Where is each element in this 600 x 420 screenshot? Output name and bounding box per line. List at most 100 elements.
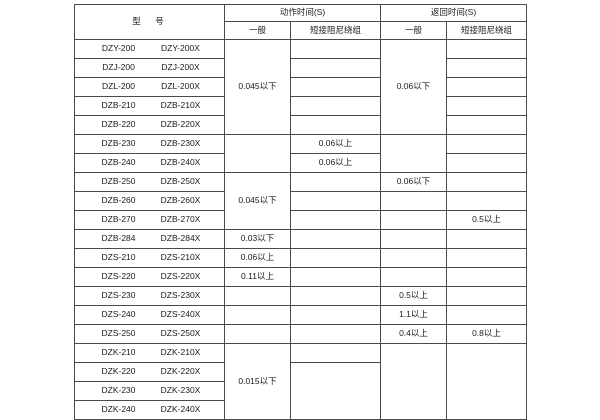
return-normal-value: 1.1以上 [380, 305, 447, 325]
table-row: DZB-260 DZB-260X [74, 191, 527, 211]
model-code-b: DZS-250X [160, 328, 201, 339]
return-normal-value [380, 210, 447, 230]
model-code-b: DZY-200X [161, 43, 200, 54]
model-code-a: DZL-200 [101, 81, 136, 92]
model-cell: DZJ-200 DZJ-200X [74, 58, 225, 78]
model-cell: DZB-220 DZB-220X [74, 115, 225, 135]
return-damping-value [446, 172, 527, 192]
return-damping-value [446, 248, 527, 268]
action-damping-value [290, 343, 381, 363]
table-row: DZB-284 DZB-284X 0.03以下 [74, 229, 527, 249]
table-row: DZS-230 DZS-230X 0.5以上 [74, 286, 527, 306]
table-row: DZY-200 DZY-200X 0.045以下 0.06以下 [74, 39, 527, 135]
model-code-b: DZB-270X [160, 214, 201, 225]
header-action-time: 动作时间(S) [224, 4, 381, 22]
model-code-a: DZJ-200 [102, 62, 135, 73]
action-normal-value [224, 134, 291, 173]
header-return-time: 返回时间(S) [380, 4, 527, 22]
return-damping-value [446, 134, 527, 154]
table-row: DZB-210 DZB-210X [74, 96, 527, 116]
header-action-damping: 短接阻尼绕组 [290, 21, 381, 40]
model-cell: DZS-240 DZS-240X [74, 305, 225, 325]
return-damping-value [446, 153, 527, 173]
model-cell: DZB-250 DZB-250X [74, 172, 225, 192]
action-damping-value [290, 267, 381, 287]
model-cell: DZB-230 DZB-230X [74, 134, 225, 154]
action-damping-value [290, 96, 381, 116]
return-normal-value [380, 248, 447, 268]
action-normal-value [224, 324, 291, 344]
return-damping-value [446, 39, 527, 59]
model-cell: DZB-284 DZB-284X [74, 229, 225, 249]
action-damping-value [290, 286, 381, 306]
model-code-b: DZS-210X [160, 252, 201, 263]
action-damping-value: 0.06以上 [290, 153, 381, 173]
model-code-b: DZK-210X [160, 347, 201, 358]
table-sheet: 型 号 动作时间(S) 返回时间(S) 一般 短接阻尼绕组 一般 短接阻尼绕组 … [74, 4, 527, 420]
action-normal-value: 0.045以下 [224, 39, 291, 135]
table-row: DZB-240 DZB-240X 0.06以上 [74, 153, 527, 173]
model-code-b: DZB-230X [160, 138, 201, 149]
return-normal-value [380, 267, 447, 287]
model-code-a: DZS-240 [101, 309, 136, 320]
model-code-b: DZB-250X [160, 176, 201, 187]
model-code-b: DZK-230X [160, 385, 201, 396]
model-cell: DZB-210 DZB-210X [74, 96, 225, 116]
table-row: DZS-220 DZS-220X 0.11以上 [74, 267, 527, 287]
model-cell: DZS-220 DZS-220X [74, 267, 225, 287]
model-code-a: DZK-220 [101, 366, 136, 377]
header-model: 型 号 [74, 4, 225, 40]
model-cell: DZB-260 DZB-260X [74, 191, 225, 211]
return-damping-value: 0.5以上 [446, 210, 527, 230]
model-code-b: DZB-210X [160, 100, 201, 111]
table-row: DZB-250 DZB-250X 0.045以下 0.06以下 [74, 172, 527, 230]
return-normal-value: 0.06以下 [380, 172, 447, 192]
model-code-a: DZB-230 [101, 138, 136, 149]
return-damping-value [446, 286, 527, 306]
return-damping-value [446, 229, 527, 249]
return-damping-value [446, 191, 527, 211]
header-row-groups: 型 号 动作时间(S) 返回时间(S) [74, 4, 527, 40]
model-cell: DZS-230 DZS-230X [74, 286, 225, 306]
return-normal-value: 0.06以下 [380, 39, 447, 135]
model-cell: DZK-230 DZK-230X [74, 381, 225, 401]
action-damping-value [290, 115, 381, 135]
model-cell: DZK-240 DZK-240X [74, 400, 225, 420]
table-row: DZS-210 DZS-210X 0.06以上 [74, 248, 527, 268]
model-cell: DZB-240 DZB-240X [74, 153, 225, 173]
table-row: DZS-240 DZS-240X 1.1以上 [74, 305, 527, 325]
action-normal-value [224, 305, 291, 325]
return-damping-value [446, 267, 527, 287]
action-damping-value [290, 248, 381, 268]
action-damping-value [290, 305, 381, 325]
return-damping-value [446, 343, 527, 420]
action-normal-value: 0.03以下 [224, 229, 291, 249]
action-damping-value [290, 362, 381, 420]
action-damping-value: 0.06以上 [290, 134, 381, 154]
action-damping-value [290, 77, 381, 97]
model-code-a: DZB-210 [101, 100, 136, 111]
return-damping-value [446, 77, 527, 97]
model-cell: DZY-200 DZY-200X [74, 39, 225, 59]
model-cell: DZS-210 DZS-210X [74, 248, 225, 268]
model-code-a: DZB-220 [101, 119, 136, 130]
table-row: DZL-200 DZL-200X [74, 77, 527, 97]
model-code-b: DZB-284X [160, 233, 201, 244]
return-damping-value [446, 58, 527, 78]
model-code-a: DZK-230 [101, 385, 136, 396]
return-damping-value [446, 115, 527, 135]
return-damping-value [446, 305, 527, 325]
model-code-a: DZB-284 [101, 233, 136, 244]
model-cell: DZK-210 DZK-210X [74, 343, 225, 363]
action-damping-value [290, 229, 381, 249]
model-code-a: DZY-200 [101, 43, 136, 54]
header-action-normal: 一般 [224, 21, 291, 40]
model-cell: DZK-220 DZK-220X [74, 362, 225, 382]
model-code-a: DZB-260 [101, 195, 136, 206]
model-code-a: DZB-270 [101, 214, 136, 225]
action-damping-value [290, 191, 381, 211]
action-normal-value: 0.11以上 [224, 267, 291, 287]
return-normal-value: 0.5以上 [380, 286, 447, 306]
table-row: DZB-270 DZB-270X 0.5以上 [74, 210, 527, 230]
model-code-b: DZK-240X [160, 404, 201, 415]
